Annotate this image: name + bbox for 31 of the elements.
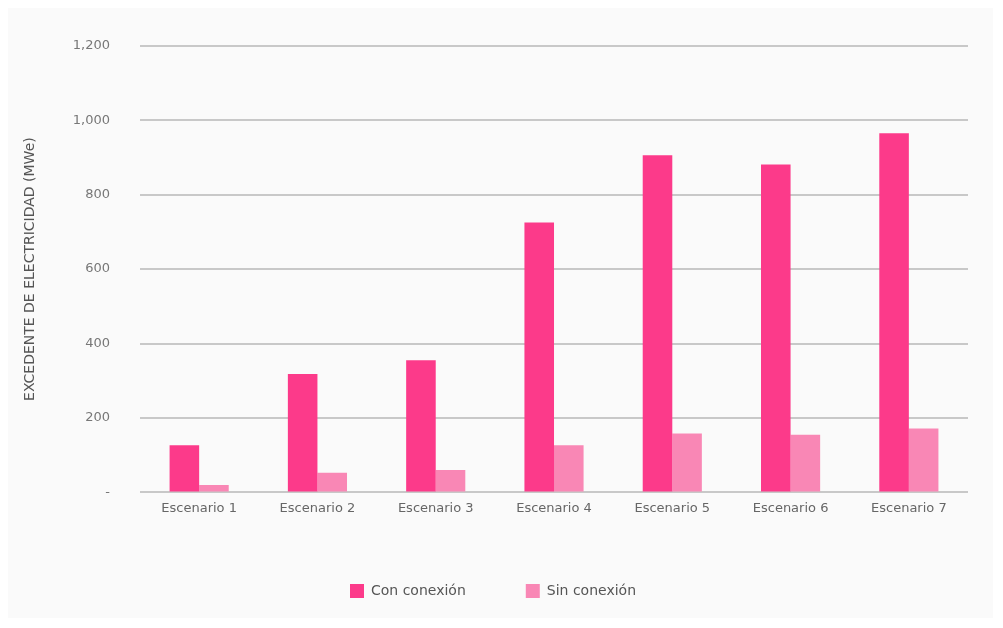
x-tick-label: Escenario 3 [397, 499, 474, 515]
bar [406, 360, 436, 492]
legend-label: Con conexión [371, 581, 466, 598]
bar [317, 472, 348, 492]
y-tick-label: - [105, 483, 111, 499]
x-tick-label: Escenario 6 [752, 499, 829, 515]
y-tick-label: 800 [85, 186, 111, 202]
y-tick-label: 200 [85, 409, 111, 425]
bar [908, 428, 939, 492]
x-tick-label: Escenario 2 [279, 499, 356, 515]
bar [642, 155, 673, 492]
y-axis-title: EXCEDENTE DE ELECTRICIDAD (MWe) [21, 137, 38, 401]
bar [790, 434, 821, 492]
bar [435, 470, 466, 492]
bar [169, 445, 200, 492]
y-tick-label: 1,200 [72, 37, 111, 53]
legend-label: Sin conexión [546, 581, 636, 598]
bar [287, 374, 318, 492]
bar [879, 133, 909, 492]
bar [761, 164, 791, 492]
y-tick-label: 400 [85, 334, 111, 350]
bar [672, 433, 702, 492]
y-tick-label: 1,000 [72, 111, 111, 127]
bar [554, 445, 584, 492]
x-tick-label: Escenario 1 [161, 499, 237, 515]
bar [524, 222, 555, 492]
x-tick-label: Escenario 5 [634, 499, 711, 515]
x-tick-label: Escenario 7 [871, 499, 947, 515]
bar [199, 484, 229, 492]
y-tick-label: 600 [85, 260, 111, 276]
x-tick-label: Escenario 4 [516, 499, 592, 515]
